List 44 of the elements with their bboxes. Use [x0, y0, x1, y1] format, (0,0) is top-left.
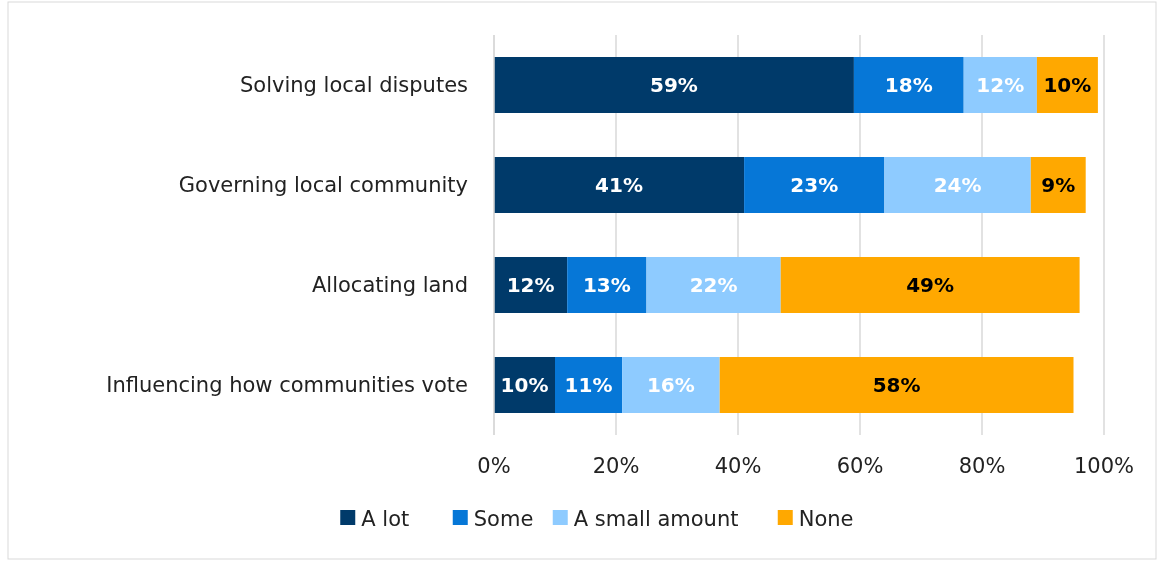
- data-label: 18%: [884, 73, 933, 97]
- x-tick-label: 40%: [714, 454, 762, 478]
- data-label: 9%: [1041, 173, 1076, 197]
- bar: [853, 57, 964, 113]
- data-label: 16%: [646, 373, 695, 397]
- legend-label: A lot: [361, 507, 410, 531]
- y-tick-label: Solving local disputes: [239, 73, 468, 98]
- data-label: 12%: [506, 273, 555, 297]
- bar: [555, 357, 623, 413]
- data-label: 41%: [595, 173, 643, 197]
- bar: [622, 357, 720, 413]
- data-label: 10%: [1043, 73, 1092, 97]
- data-label: 58%: [872, 373, 921, 397]
- bar: [567, 257, 647, 313]
- data-label: 59%: [650, 73, 698, 97]
- bar: [780, 257, 1080, 313]
- bar: [494, 257, 568, 313]
- data-label: 22%: [689, 273, 738, 297]
- data-label: 12%: [976, 73, 1025, 97]
- legend-label: Some: [473, 507, 534, 531]
- y-tick-label: Allocating land: [311, 273, 468, 298]
- x-tick-label: 80%: [958, 454, 1006, 478]
- x-tick-label: 100%: [1073, 454, 1135, 478]
- bar: [744, 157, 885, 213]
- bar: [494, 57, 854, 113]
- x-tick-label: 0%: [477, 454, 511, 478]
- bar: [884, 157, 1031, 213]
- bar: [494, 157, 745, 213]
- data-label: 11%: [564, 373, 613, 397]
- x-tick-label: 60%: [836, 454, 884, 478]
- legend-label: A small amount: [573, 507, 739, 531]
- y-tick-label: Governing local community: [178, 173, 468, 198]
- data-label: 10%: [500, 373, 549, 397]
- data-label: 23%: [790, 173, 839, 197]
- bar: [646, 257, 781, 313]
- bar: [719, 357, 1074, 413]
- legend-label: None: [798, 507, 854, 531]
- bar: [1030, 157, 1086, 213]
- data-label: 13%: [582, 273, 631, 297]
- y-tick-label: Influencing how communities vote: [106, 373, 468, 398]
- bar: [963, 57, 1037, 113]
- x-tick-label: 20%: [592, 454, 640, 478]
- data-label: 24%: [933, 173, 982, 197]
- data-label: 49%: [906, 273, 955, 297]
